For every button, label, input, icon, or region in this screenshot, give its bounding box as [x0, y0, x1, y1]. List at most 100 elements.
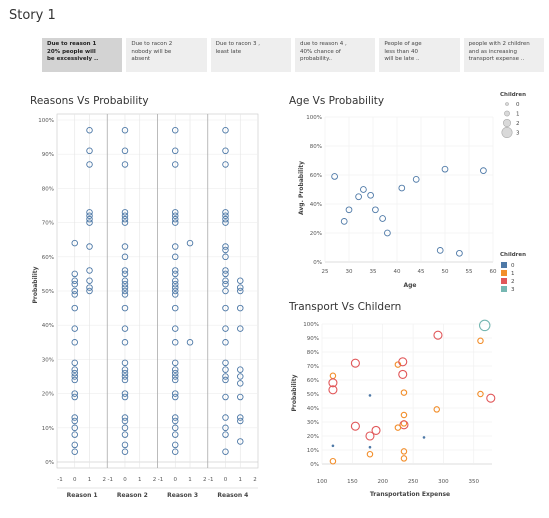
reasons-point [71, 339, 78, 346]
reasons-point [121, 431, 129, 438]
reasons-point [171, 284, 179, 291]
transport-point [366, 450, 374, 458]
reasons-point [171, 212, 179, 220]
age-x-tick: 40 [394, 269, 401, 275]
transport-y-tick: 0% [310, 462, 319, 468]
reasons-point [222, 287, 229, 295]
reasons-point [121, 291, 129, 298]
transport-x-tick: 150 [347, 479, 358, 485]
transport-x-tick: 100 [317, 479, 328, 485]
reasons-y-tick: 30% [42, 357, 54, 363]
reasons-point [121, 215, 129, 223]
reasons-point [121, 393, 129, 401]
color-legend-swatch [501, 278, 507, 284]
story-point-5[interactable]: People of age less than 40 will be late … [379, 38, 460, 72]
size-legend-swatch [502, 119, 511, 128]
reasons-point [222, 304, 229, 312]
reasons-point [237, 393, 244, 401]
reasons-point [71, 270, 78, 278]
transport-point [400, 448, 408, 455]
transport-point [394, 424, 402, 431]
transport-point [400, 411, 408, 419]
story-point-6[interactable]: people with 2 children and as increasing… [463, 38, 544, 72]
reasons-y-tick: 0% [45, 460, 54, 466]
reasons-point [222, 219, 229, 226]
transport-point [486, 393, 496, 403]
transport-point [331, 444, 335, 448]
reasons-point [121, 280, 129, 288]
transport-point [422, 436, 426, 439]
reasons-point [222, 393, 229, 401]
reasons-x-tick: 2 [153, 477, 157, 483]
reasons-point [86, 127, 93, 134]
reasons-point [171, 291, 179, 298]
transport-point [399, 420, 409, 430]
transport-y-tick: 100% [303, 322, 319, 328]
reasons-point [71, 291, 78, 298]
reasons-point [222, 253, 229, 261]
size-legend-label: 0 [516, 102, 520, 108]
reasons-point [86, 161, 93, 168]
reasons-point [86, 277, 93, 284]
story-point-4[interactable]: due to reason 4 , 40% chance of probabil… [294, 38, 376, 72]
age-y-tick: 20% [310, 231, 322, 237]
transport-point [350, 358, 360, 368]
transport-y-tick: 10% [307, 448, 319, 454]
color-legend-swatch [501, 262, 507, 268]
transport-point [400, 389, 408, 396]
reasons-point [71, 448, 78, 455]
age-point [360, 186, 367, 193]
reasons-y-tick: 50% [42, 289, 54, 295]
reasons-point [121, 270, 129, 278]
age-x-tick: 55 [466, 269, 473, 275]
story-point-2[interactable]: Due to racon 2 nobody will be absent [126, 38, 207, 72]
reasons-point [171, 393, 179, 401]
reasons-point [121, 219, 129, 226]
transport-y-tick: 20% [307, 434, 319, 440]
story-point-1[interactable]: Due to reason 1 20% people will be exces… [42, 38, 123, 72]
age-plot: 0% 20% 40% 60% 80% 100% 25 30 35 40 45 50 55 60 [306, 115, 497, 275]
reasons-point [121, 369, 129, 377]
reasons-point [86, 215, 93, 223]
reasons-point [237, 380, 244, 387]
reasons-point [121, 414, 129, 421]
reasons-x-tick: 1 [239, 477, 243, 483]
age-point [340, 218, 348, 225]
reasons-point [71, 417, 78, 425]
story-point-3[interactable]: Due to racon 3 , least late [210, 38, 291, 72]
reasons-point [71, 325, 78, 332]
reasons-point [222, 270, 229, 278]
reasons-point [237, 438, 244, 445]
reasons-point [121, 209, 129, 216]
reasons-point [71, 277, 78, 284]
reasons-point [222, 215, 229, 223]
color-legend-label: 3 [511, 287, 515, 293]
transport-point [329, 457, 337, 465]
age-point [331, 173, 338, 180]
reasons-point [171, 161, 179, 168]
age-chart-title: Age Vs Probability [289, 95, 384, 107]
age-point [355, 193, 362, 201]
reasons-point [121, 441, 129, 449]
reasons-y-tick: 100% [38, 118, 54, 124]
transport-x-tick: 200 [377, 479, 388, 485]
size-legend-title: Children [500, 92, 526, 98]
reasons-point [71, 376, 78, 384]
transport-y-tick: 30% [307, 420, 319, 426]
reasons-point [171, 414, 179, 421]
age-point [379, 215, 386, 222]
reasons-point [71, 280, 78, 288]
reasons-point [121, 287, 129, 295]
reasons-point [237, 277, 244, 284]
age-y-tick: 80% [310, 144, 322, 150]
age-point [398, 184, 406, 192]
reasons-point [71, 287, 78, 295]
transport-y-tick: 80% [307, 350, 319, 356]
reasons-point [71, 431, 78, 438]
reasons-point [171, 253, 179, 261]
transport-x-tick: 250 [408, 479, 419, 485]
reasons-point [222, 209, 229, 216]
reasons-point [71, 424, 78, 432]
reasons-point [237, 373, 244, 380]
